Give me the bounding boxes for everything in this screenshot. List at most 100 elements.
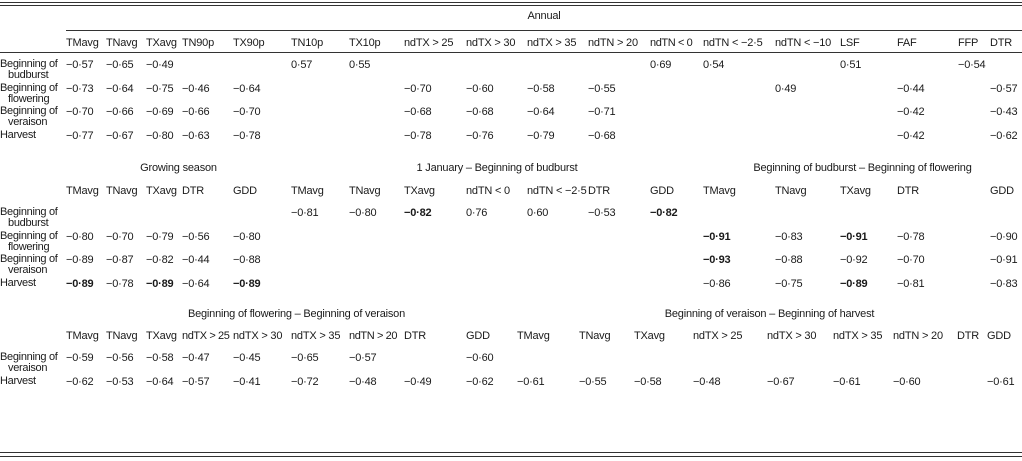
table-cell: −0·60 (893, 376, 921, 388)
top-rule (0, 2, 1022, 3)
table-cell: −0·45 (233, 352, 261, 364)
table-cell: −0·65 (106, 59, 134, 71)
table-cell: −0·55 (588, 83, 616, 95)
table-cell: −0·78 (897, 231, 925, 243)
column-header: TMavg (703, 185, 736, 197)
row-label: Beginning of veraison (0, 106, 58, 128)
table-cell: −0·47 (182, 352, 210, 364)
row-label: Beginning of budburst (0, 59, 58, 81)
table-cell: 0·51 (840, 59, 862, 71)
table-cell: −0·78 (106, 278, 134, 290)
table-cell: 0·54 (703, 59, 725, 71)
table-cell: −0·88 (233, 254, 261, 266)
table-cell: −0·56 (182, 231, 210, 243)
table-cell: −0·89 (66, 278, 94, 290)
table-cell: −0·56 (106, 352, 134, 364)
table-cell: −0·81 (291, 207, 319, 219)
table-cell: −0·66 (106, 106, 134, 118)
table-cell: −0·75 (146, 83, 174, 95)
table-cell: −0·59 (66, 352, 94, 364)
table-cell: −0·68 (404, 106, 432, 118)
table-cell: −0·43 (990, 106, 1018, 118)
column-header: GDD (233, 185, 257, 197)
column-header: FFP (958, 37, 979, 49)
table-cell: −0·77 (66, 130, 94, 142)
table-cell: −0·68 (466, 106, 494, 118)
table-cell: −0·90 (990, 231, 1018, 243)
table-cell: −0·58 (527, 83, 555, 95)
row-label-line: Beginning of (0, 351, 58, 363)
bottom-rule (0, 452, 1022, 453)
top-rule (0, 5, 1022, 6)
table-cell: −0·60 (466, 352, 494, 364)
table-cell: −0·91 (840, 231, 868, 243)
column-header: GDD (987, 330, 1011, 342)
table-cell: −0·71 (588, 106, 616, 118)
column-header: GDD (650, 185, 674, 197)
column-header-rule (0, 52, 1022, 53)
column-header: DTR (404, 330, 427, 342)
table-cell: −0·91 (990, 254, 1018, 266)
table-cell: 0·60 (527, 207, 549, 219)
table-cell: −0·64 (233, 83, 261, 95)
table-cell: −0·70 (106, 231, 134, 243)
row-label: Beginning of flowering (0, 231, 58, 253)
row-label: Harvest (0, 130, 36, 141)
row-label-line: Harvest (0, 375, 36, 387)
row-label: Beginning of budburst (0, 207, 58, 229)
row-label: Harvest (0, 376, 36, 387)
column-header: ndTX > 30 (233, 330, 283, 342)
column-header: TN10p (291, 37, 324, 49)
column-header: FAF (897, 37, 917, 49)
table-cell: −0·80 (349, 207, 377, 219)
column-header: TXavg (146, 185, 177, 197)
column-header: ndTX > 25 (404, 37, 454, 49)
bottom-rule (0, 456, 1022, 457)
column-header: TXavg (634, 330, 665, 342)
table-cell: −0·49 (146, 59, 174, 71)
column-header: GDD (466, 330, 490, 342)
table-cell: −0·54 (958, 59, 986, 71)
table-cell: −0·64 (146, 376, 174, 388)
column-header: ndTN > 20 (349, 330, 398, 342)
table-cell: −0·69 (146, 106, 174, 118)
table-cell: −0·91 (703, 231, 731, 243)
table-cell: −0·79 (146, 231, 174, 243)
table-cell: −0·62 (990, 130, 1018, 142)
column-header: ndTN < −10 (775, 37, 832, 49)
column-header: TXavg (146, 37, 177, 49)
table-cell: −0·73 (66, 83, 94, 95)
table-cell: −0·82 (404, 207, 432, 219)
column-header: ndTX > 35 (833, 330, 883, 342)
row-label-line: veraison (8, 264, 48, 276)
column-header: TX10p (349, 37, 381, 49)
table-cell: −0·64 (106, 83, 134, 95)
row-label-line: Harvest (0, 277, 36, 289)
column-header: ndTX > 35 (291, 330, 341, 342)
table-cell: 0·69 (650, 59, 672, 71)
column-header: ndTX > 25 (182, 330, 230, 342)
table-cell: −0·89 (66, 254, 94, 266)
table-cell: −0·61 (833, 376, 861, 388)
table-cell: −0·57 (182, 376, 210, 388)
row-label: Beginning of veraison (0, 254, 58, 276)
table-cell: −0·44 (182, 254, 210, 266)
table-cell: −0·41 (233, 376, 261, 388)
table-cell: −0·70 (66, 106, 94, 118)
row-label-line: Beginning of (0, 253, 58, 265)
column-header: GDD (990, 185, 1014, 197)
table-cell: −0·53 (588, 207, 616, 219)
column-header: TXavg (404, 185, 435, 197)
table-cell: −0·62 (66, 376, 94, 388)
column-header: TMavg (66, 330, 99, 342)
table-cell: −0·48 (349, 376, 377, 388)
table-cell: −0·53 (106, 376, 134, 388)
column-header: TNavg (106, 330, 138, 342)
row-label: Beginning of veraison (0, 352, 58, 374)
table-cell: −0·86 (703, 278, 731, 290)
table-cell: −0·82 (146, 254, 174, 266)
table-cell: −0·81 (897, 278, 925, 290)
table-cell: −0·60 (466, 83, 494, 95)
column-header: ndTN < −2·5 (703, 37, 763, 49)
table-cell: −0·62 (466, 376, 494, 388)
